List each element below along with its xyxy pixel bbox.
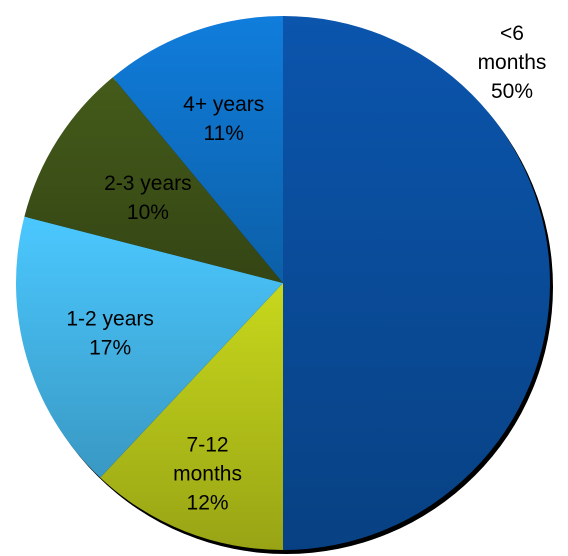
pie-label-1-2-years: 1-2 years 17% (66, 308, 154, 360)
pie-slice-1-2-years (16, 216, 284, 478)
pie-label-4-years: 4+ years 11% (183, 93, 264, 145)
pie-label-2-3-years: 2-3 years 10% (104, 172, 192, 224)
pie-slice-7-12-months (100, 283, 283, 550)
pie-labels: <6 months 50% 7-12 months 12% 1-2 years 17% 2-3 … (66, 22, 546, 515)
pie-slice-2-3-years (24, 77, 283, 283)
pie-slice-4-years (112, 16, 283, 283)
pie-label-6-months: <6 months 50% (478, 22, 547, 103)
pie-label-7-12-months: 7-12 months 12% (173, 434, 242, 515)
pie-slices (16, 16, 550, 550)
pie-slice-6-months (283, 16, 550, 550)
